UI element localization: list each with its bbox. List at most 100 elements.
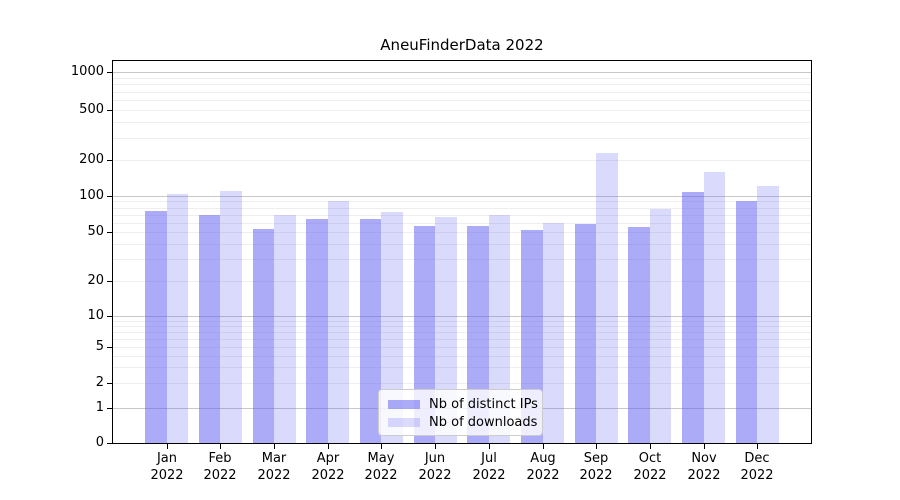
gridline-major	[113, 72, 811, 73]
gridline-major	[113, 196, 811, 197]
y-tick-label: 20	[87, 273, 104, 288]
x-tick-label: Jan 2022	[150, 451, 184, 483]
x-tick-label: Jun 2022	[418, 451, 452, 483]
x-tick-label: Dec 2022	[740, 451, 774, 483]
gridline-minor	[113, 160, 811, 161]
x-tick-label: Aug 2022	[526, 451, 560, 483]
y-tick	[107, 443, 112, 444]
y-tick-label: 10	[87, 308, 104, 323]
y-tick	[107, 347, 112, 348]
gridline-minor	[113, 201, 811, 202]
gridline-minor	[113, 232, 811, 233]
gridline-minor	[113, 321, 811, 322]
x-tick-label: Nov 2022	[687, 451, 721, 483]
bar-feb-downloads	[220, 191, 242, 443]
x-tick-label: Feb 2022	[203, 451, 237, 483]
bar-jan-downloads	[166, 194, 189, 443]
bar-jan-distinct-ips	[145, 210, 167, 443]
gridline-minor	[113, 326, 811, 327]
y-tick-label: 50	[87, 224, 104, 239]
plot-area	[113, 61, 811, 443]
bar-jun-distinct-ips	[413, 226, 436, 443]
legend-item-downloads: Nb of downloads	[388, 413, 538, 431]
gridline-minor	[113, 110, 811, 111]
bar-oct-distinct-ips	[628, 227, 650, 443]
y-tick-label: 1	[95, 400, 104, 415]
legend-label: Nb of distinct IPs	[429, 396, 538, 412]
bar-dec-distinct-ips	[735, 200, 758, 443]
gridline-minor	[113, 383, 811, 384]
x-tick	[757, 444, 758, 449]
y-tick-label: 200	[79, 152, 104, 167]
y-tick-label: 2	[95, 375, 104, 390]
y-tick	[107, 72, 112, 73]
bar-mar-downloads	[274, 214, 296, 443]
bar-apr-distinct-ips	[306, 219, 328, 443]
gridline-minor	[113, 92, 811, 93]
bar-nov-downloads	[703, 172, 726, 443]
y-tick	[107, 232, 112, 233]
gridline-minor	[113, 356, 811, 357]
bar-jun-downloads	[435, 216, 457, 443]
gridline-minor	[113, 259, 811, 260]
spine-right	[811, 60, 812, 444]
gridline-minor	[113, 339, 811, 340]
bar-feb-distinct-ips	[198, 215, 221, 443]
gridline-minor	[113, 208, 811, 209]
bar-jul-distinct-ips	[467, 226, 489, 443]
bar-may-downloads	[381, 211, 403, 443]
y-tick	[107, 316, 112, 317]
y-tick	[107, 408, 112, 409]
x-tick	[435, 444, 436, 449]
x-tick	[650, 444, 651, 449]
y-tick-label: 100	[79, 188, 104, 203]
gridline-minor	[113, 100, 811, 101]
x-tick	[328, 444, 329, 449]
gridline-minor	[113, 138, 811, 139]
legend-item-distinct-ips: Nb of distinct IPs	[388, 395, 538, 413]
bar-dec-downloads	[757, 186, 779, 443]
gridline-minor	[113, 84, 811, 85]
bar-jul-downloads	[488, 214, 511, 443]
bar-nov-distinct-ips	[682, 191, 704, 443]
x-tick	[167, 444, 168, 449]
bar-sep-downloads	[596, 152, 618, 443]
gridline-minor	[113, 332, 811, 333]
gridline-minor	[113, 78, 811, 79]
y-tick-label: 1000	[70, 64, 104, 79]
x-tick	[489, 444, 490, 449]
x-tick-label: Jul 2022	[472, 451, 506, 483]
legend-swatch-distinct-ips	[388, 399, 420, 409]
legend-label: Nb of downloads	[429, 414, 538, 430]
y-tick	[107, 196, 112, 197]
x-tick	[543, 444, 544, 449]
gridline-minor	[113, 215, 811, 216]
x-tick-label: Sep 2022	[579, 451, 613, 483]
bar-apr-downloads	[327, 200, 350, 443]
spine-left	[112, 60, 113, 444]
y-tick-label: 5	[95, 339, 104, 354]
x-tick-label: Oct 2022	[633, 451, 667, 483]
y-tick	[107, 383, 112, 384]
gridline-minor	[113, 347, 811, 348]
gridline-minor	[113, 223, 811, 224]
gridline-major	[113, 316, 811, 317]
bar-mar-distinct-ips	[252, 228, 275, 443]
spine-bottom	[112, 443, 812, 444]
y-tick-label: 0	[95, 435, 104, 450]
spine-top	[112, 60, 812, 61]
legend: Nb of distinct IPs Nb of downloads	[378, 389, 543, 436]
y-tick	[107, 110, 112, 111]
gridline-minor	[113, 244, 811, 245]
x-tick	[274, 444, 275, 449]
chart-title: AneuFinderData 2022	[380, 36, 544, 54]
x-tick	[220, 444, 221, 449]
gridline-minor	[113, 281, 811, 282]
bar-sep-distinct-ips	[574, 224, 597, 443]
x-tick-label: Mar 2022	[257, 451, 291, 483]
y-tick-label: 500	[79, 102, 104, 117]
bar-oct-downloads	[649, 208, 672, 443]
bar-aug-downloads	[542, 222, 565, 443]
x-tick	[596, 444, 597, 449]
